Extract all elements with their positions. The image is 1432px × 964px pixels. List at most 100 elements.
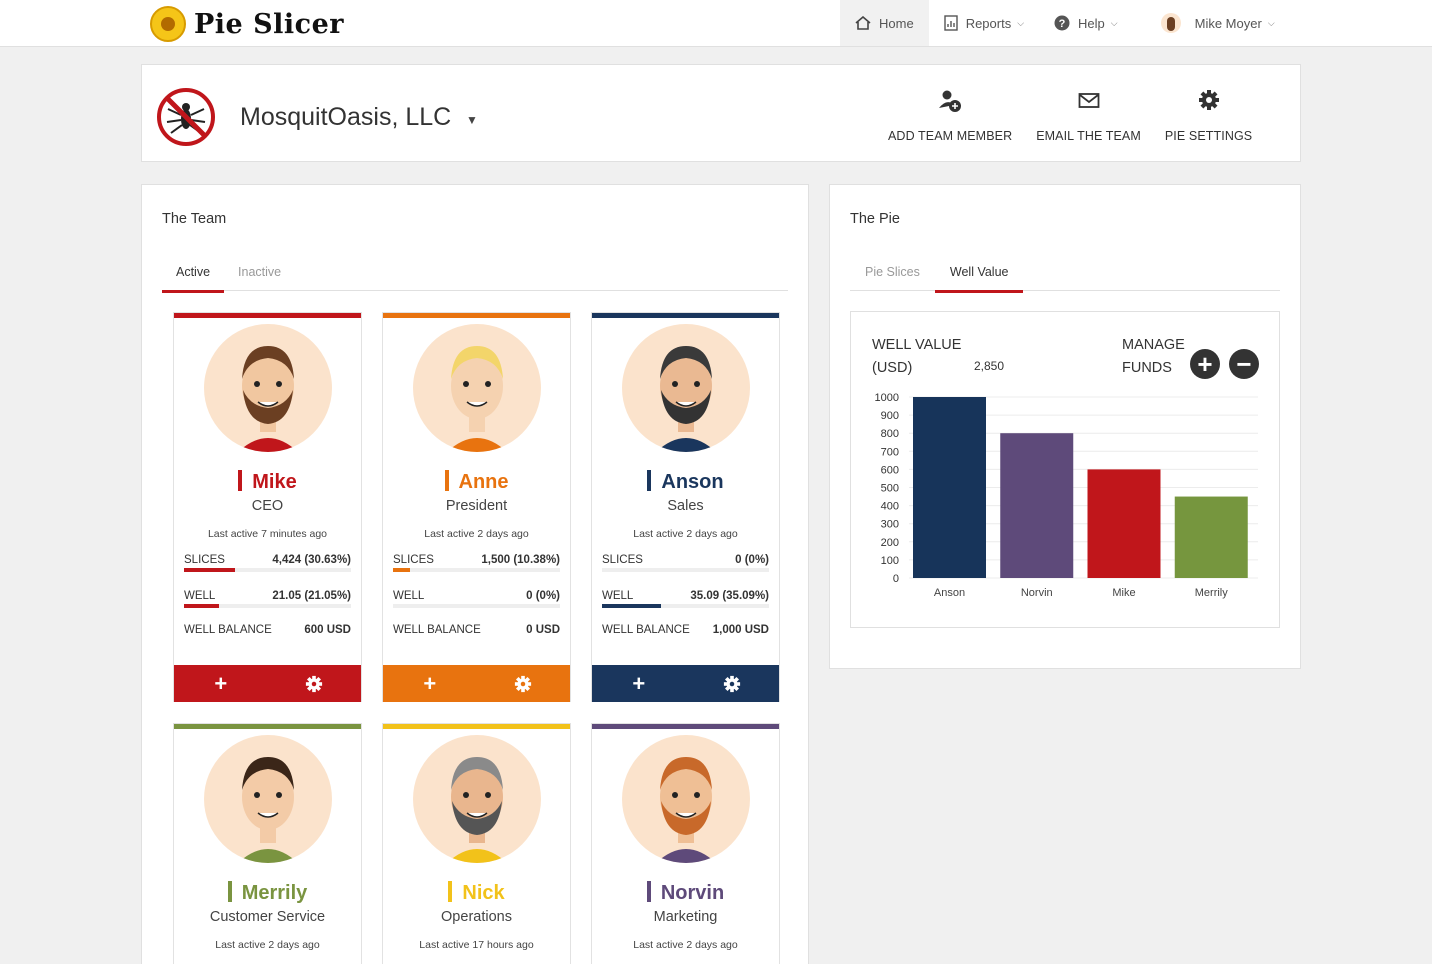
nav-home[interactable]: Home [840,0,929,46]
add-team-member-label: ADD TEAM MEMBER [888,129,1013,143]
slices-stat: SLICES 0 (0%) [602,540,769,576]
tab-active[interactable]: Active [162,261,225,293]
slices-progress-fill [393,568,411,572]
slices-progress-fill [184,568,236,572]
member-role: President [445,498,508,514]
well-stat: WELL 35.09 (35.09%) [602,576,769,612]
slices-label: SLICES [393,554,434,566]
tab-pie-slices[interactable]: Pie Slices [865,265,920,279]
member-last-active: Last active 2 days ago [424,528,529,540]
member-face-icon [655,346,716,452]
nav-help[interactable]: ? Help ⌵ [1039,0,1133,46]
app-name: Pie Slicer [194,8,344,40]
member-card[interactable]: Norvin Marketing Last active 2 days ago [591,723,780,964]
member-card[interactable]: Mike CEO Last active 7 minutes ago SLICES 4,… [173,312,362,702]
member-color-bar [448,881,453,902]
pie-settings-button[interactable]: PIE SETTINGS [1153,87,1264,143]
slices-label: SLICES [602,554,643,566]
well-label: WELL [602,590,634,602]
member-face-icon [237,757,298,863]
company-dropdown-caret-icon[interactable]: ▼ [466,113,478,127]
well-value-amount: 2,850 [974,359,1005,373]
slices-progress-track [602,568,769,572]
member-name-text: Norvin [660,882,725,904]
x-tick-label: Merrily [1195,587,1228,599]
member-settings-button[interactable] [686,665,780,702]
member-avatar [412,324,541,452]
well-balance-value: 1,000 USD [712,624,769,636]
card-actions: + [592,665,779,702]
member-face-icon [655,757,716,863]
pie-tabs: Pie Slices Well Value [850,261,1280,293]
member-settings-button[interactable] [268,665,362,702]
slices-value: 0 (0%) [735,554,769,566]
company-header: MosquitOasis, LLC ▼ ADD TEAM MEMBER EMAI… [141,64,1301,162]
well-progress-track [393,604,560,608]
bar-norvin[interactable] [1000,433,1074,578]
nav-reports-label: Reports [965,15,1012,31]
member-card[interactable]: Nick Operations Last active 17 hours ago [382,723,571,964]
add-funds-button[interactable]: + [1190,349,1220,379]
nav-user-menu[interactable]: Mike Moyer ⌵ [1133,0,1290,46]
company-name[interactable]: MosquitOasis, LLC [240,103,452,131]
well-progress-track [184,604,351,608]
bar-mike[interactable] [1087,469,1161,578]
member-color-bar [646,881,651,902]
member-avatar [621,324,750,452]
email-team-label: EMAIL THE TEAM [1036,129,1141,143]
well-balance-label: WELL BALANCE [393,624,481,636]
manage-funds-label: MANAGE FUNDS [1122,334,1185,380]
member-color-bar [444,470,449,491]
app-logo[interactable]: Pie Slicer [150,6,344,42]
member-settings-button[interactable] [477,665,571,702]
y-tick-label: 700 [881,446,899,458]
team-panel: The Team Active Inactive Mike CEO Last act… [141,184,809,964]
remove-funds-button[interactable]: − [1229,349,1259,379]
member-name[interactable]: Merrily [174,881,361,905]
slices-label: SLICES [184,554,225,566]
well-balance: WELL BALANCE 1,000 USD [602,612,769,648]
member-name[interactable]: Norvin [592,881,779,905]
well-value-bar-chart: 0 100 200 300 400 500 600 700 800 900 1000 Anson Nor… [875,392,1258,599]
well-progress-track [602,604,769,608]
company-actions: ADD TEAM MEMBER EMAIL THE TEAM PIE SETTI… [876,87,1264,143]
bar-merrily[interactable] [1174,496,1248,578]
member-name[interactable]: Mike [174,470,361,494]
member-avatar [621,735,750,863]
tab-inactive[interactable]: Inactive [238,265,282,279]
member-card[interactable]: Anne President Last active 2 days ago SLICE… [382,312,571,702]
member-name[interactable]: Anson [592,470,779,494]
card-accent [174,724,361,729]
nav-home-label: Home [879,15,914,31]
well-label: WELL [393,590,425,602]
member-name[interactable]: Anne [383,470,570,494]
y-tick-label: 200 [881,537,899,549]
nav-reports[interactable]: Reports ⌵ [929,0,1039,46]
y-tick-label: 300 [881,519,899,531]
member-card[interactable]: Anson Sales Last active 2 days ago SLICES 0 … [591,312,780,702]
well-label: WELL [184,590,216,602]
add-contribution-button[interactable]: + [632,670,646,696]
member-card[interactable]: Merrily Customer Service Last active 2 day… [173,723,362,964]
card-accent [592,313,779,318]
well-progress-fill [184,604,220,608]
member-name-text: Merrily [241,882,308,904]
member-name[interactable]: Nick [383,881,570,905]
add-contribution-button[interactable]: + [214,670,228,696]
member-last-active: Last active 17 hours ago [419,939,534,951]
member-role: Customer Service [209,909,326,925]
well-value-label: WELL VALUE (USD) [872,334,961,380]
slices-progress-track [184,568,351,572]
bar-anson[interactable] [913,397,986,578]
add-contribution-button[interactable]: + [423,670,437,696]
email-team-button[interactable]: EMAIL THE TEAM [1024,87,1153,143]
y-tick-label: 1000 [875,392,899,404]
help-icon: ? [1054,15,1070,31]
card-accent [592,724,779,729]
y-tick-label: 400 [881,501,899,513]
tab-well-value[interactable]: Well Value [934,261,1024,293]
well-value-chart-box: WELL VALUE (USD) 2,850 MANAGE FUNDS + − … [850,311,1280,628]
member-last-active: Last active 2 days ago [215,939,320,951]
card-accent [383,313,570,318]
add-team-member-button[interactable]: ADD TEAM MEMBER [876,87,1024,143]
